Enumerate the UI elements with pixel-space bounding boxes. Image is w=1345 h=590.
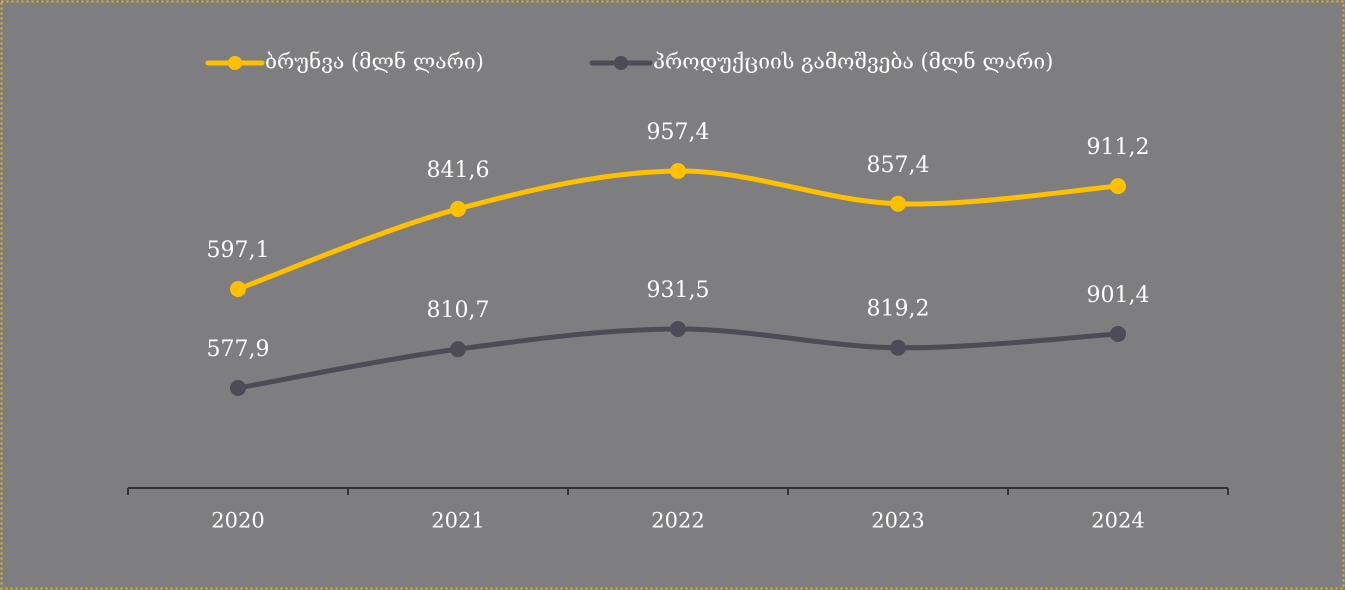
data-point [890, 340, 906, 356]
data-point [450, 201, 466, 217]
data-point [890, 196, 906, 212]
legend-marker [228, 56, 242, 70]
legend-label: ბრუნვა (მლნ ლარი) [265, 50, 484, 74]
x-tick-label: 2023 [871, 509, 924, 533]
data-label: 901,4 [1087, 283, 1150, 308]
data-label: 810,7 [427, 298, 490, 323]
data-label: 841,6 [427, 158, 490, 183]
data-point [670, 321, 686, 337]
data-label: 957,4 [647, 120, 710, 145]
chart: 2020 2021 2022 2023 2024 597,1 841,6 957,4 857,4… [0, 0, 1345, 590]
data-point [1110, 326, 1126, 342]
data-label: 911,2 [1087, 135, 1150, 160]
data-label: 597,1 [207, 238, 270, 263]
x-tick-label: 2022 [651, 509, 704, 533]
legend-marker [614, 56, 628, 70]
data-point [670, 163, 686, 179]
data-label: 819,2 [867, 297, 930, 322]
legend-label: პროდუქციის გამოშვება (მლნ ლარი) [653, 50, 1053, 74]
data-point [1110, 178, 1126, 194]
x-tick-label: 2024 [1091, 509, 1144, 533]
data-point [230, 380, 246, 396]
data-label: 857,4 [867, 153, 930, 178]
x-tick-label: 2020 [211, 509, 264, 533]
data-point [230, 281, 246, 297]
data-point [450, 341, 466, 357]
data-label: 577,9 [207, 337, 270, 362]
data-label: 931,5 [647, 278, 710, 303]
x-tick-label: 2021 [431, 509, 484, 533]
